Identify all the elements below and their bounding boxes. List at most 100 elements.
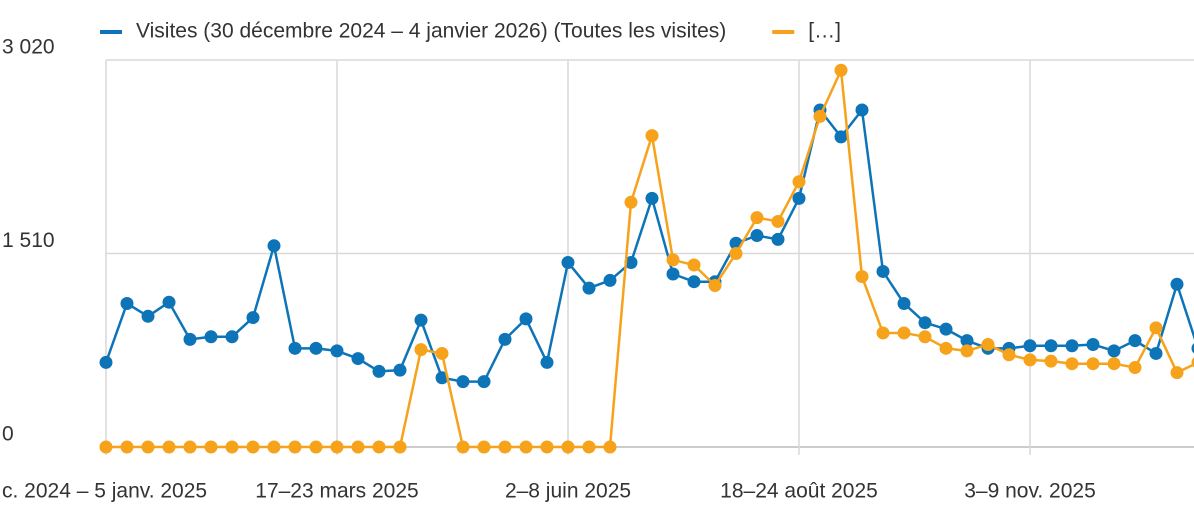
legend-label: Visites (30 décembre 2024 – 4 janvier 20… xyxy=(136,20,726,43)
data-point xyxy=(162,440,176,454)
data-point xyxy=(687,258,701,272)
legend-label: […] xyxy=(808,20,841,43)
data-point xyxy=(414,343,428,357)
x-tick-label: c. 2024 – 5 janv. 2025 xyxy=(2,480,207,503)
data-point xyxy=(225,330,239,344)
x-tick-label: 2–8 juin 2025 xyxy=(505,480,631,503)
data-point xyxy=(1128,361,1142,375)
data-point xyxy=(246,311,260,325)
data-point xyxy=(813,109,827,123)
data-point xyxy=(876,326,890,340)
data-point xyxy=(750,211,764,225)
data-point xyxy=(183,440,197,454)
data-point xyxy=(1002,348,1016,362)
data-point xyxy=(540,440,554,454)
data-point xyxy=(603,273,617,287)
data-point xyxy=(1170,277,1184,291)
data-point xyxy=(645,191,659,205)
data-point xyxy=(519,312,533,326)
data-point xyxy=(309,341,323,355)
x-tick-label: 18–24 août 2025 xyxy=(720,480,878,503)
data-point xyxy=(1128,334,1142,348)
data-point xyxy=(162,295,176,309)
data-point xyxy=(645,129,659,143)
x-tick-label: 3–9 nov. 2025 xyxy=(964,480,1096,503)
data-point xyxy=(330,344,344,358)
data-point xyxy=(624,195,638,209)
data-point xyxy=(624,255,638,269)
data-point xyxy=(1023,353,1037,367)
data-point xyxy=(897,296,911,310)
plot xyxy=(99,63,1194,454)
data-point xyxy=(204,330,218,344)
data-point xyxy=(477,375,491,389)
data-point xyxy=(141,309,155,323)
data-point xyxy=(414,313,428,327)
data-point xyxy=(225,440,239,454)
data-point xyxy=(267,440,281,454)
data-point xyxy=(792,175,806,189)
data-point xyxy=(855,103,869,117)
data-point xyxy=(687,275,701,289)
y-tick-label: 1 510 xyxy=(2,229,55,252)
data-point xyxy=(183,332,197,346)
data-point xyxy=(666,267,680,281)
data-point xyxy=(1107,344,1121,358)
data-point xyxy=(1065,339,1079,353)
data-point xyxy=(1107,357,1121,371)
data-point xyxy=(456,375,470,389)
data-point xyxy=(1044,354,1058,368)
data-point xyxy=(1023,339,1037,353)
data-point xyxy=(750,229,764,243)
data-point xyxy=(855,270,869,284)
y-tick-label: 0 xyxy=(2,423,14,446)
data-point xyxy=(666,253,680,267)
data-point xyxy=(330,440,344,454)
x-tick-label: 17–23 mars 2025 xyxy=(255,480,418,503)
data-point xyxy=(834,130,848,144)
data-point xyxy=(960,344,974,358)
data-point xyxy=(120,440,134,454)
data-point xyxy=(351,352,365,366)
data-point xyxy=(834,63,848,77)
data-point xyxy=(435,371,449,385)
data-point xyxy=(498,332,512,346)
data-point xyxy=(918,330,932,344)
data-point xyxy=(771,232,785,246)
data-point xyxy=(582,440,596,454)
data-point xyxy=(981,337,995,351)
data-point xyxy=(309,440,323,454)
data-point xyxy=(582,281,596,295)
data-point xyxy=(393,440,407,454)
data-point xyxy=(561,255,575,269)
data-point xyxy=(372,440,386,454)
data-point xyxy=(288,440,302,454)
data-point xyxy=(960,334,974,348)
data-point xyxy=(1149,321,1163,335)
data-point xyxy=(99,440,113,454)
data-point xyxy=(456,440,470,454)
data-point xyxy=(393,363,407,377)
y-tick-label: 3 020 xyxy=(2,36,55,59)
data-point xyxy=(939,341,953,355)
data-point xyxy=(477,440,491,454)
data-point xyxy=(939,322,953,336)
data-point xyxy=(1086,357,1100,371)
data-point xyxy=(1086,337,1100,351)
data-point xyxy=(603,440,617,454)
data-point xyxy=(519,440,533,454)
data-point xyxy=(1044,339,1058,353)
data-point xyxy=(99,355,113,369)
data-point xyxy=(351,440,365,454)
data-point xyxy=(372,364,386,378)
data-point xyxy=(540,355,554,369)
data-point xyxy=(1191,357,1194,368)
data-point xyxy=(1065,357,1079,371)
data-point xyxy=(1191,343,1194,354)
data-point xyxy=(267,239,281,253)
data-point xyxy=(141,440,155,454)
data-point xyxy=(897,326,911,340)
data-point xyxy=(246,440,260,454)
